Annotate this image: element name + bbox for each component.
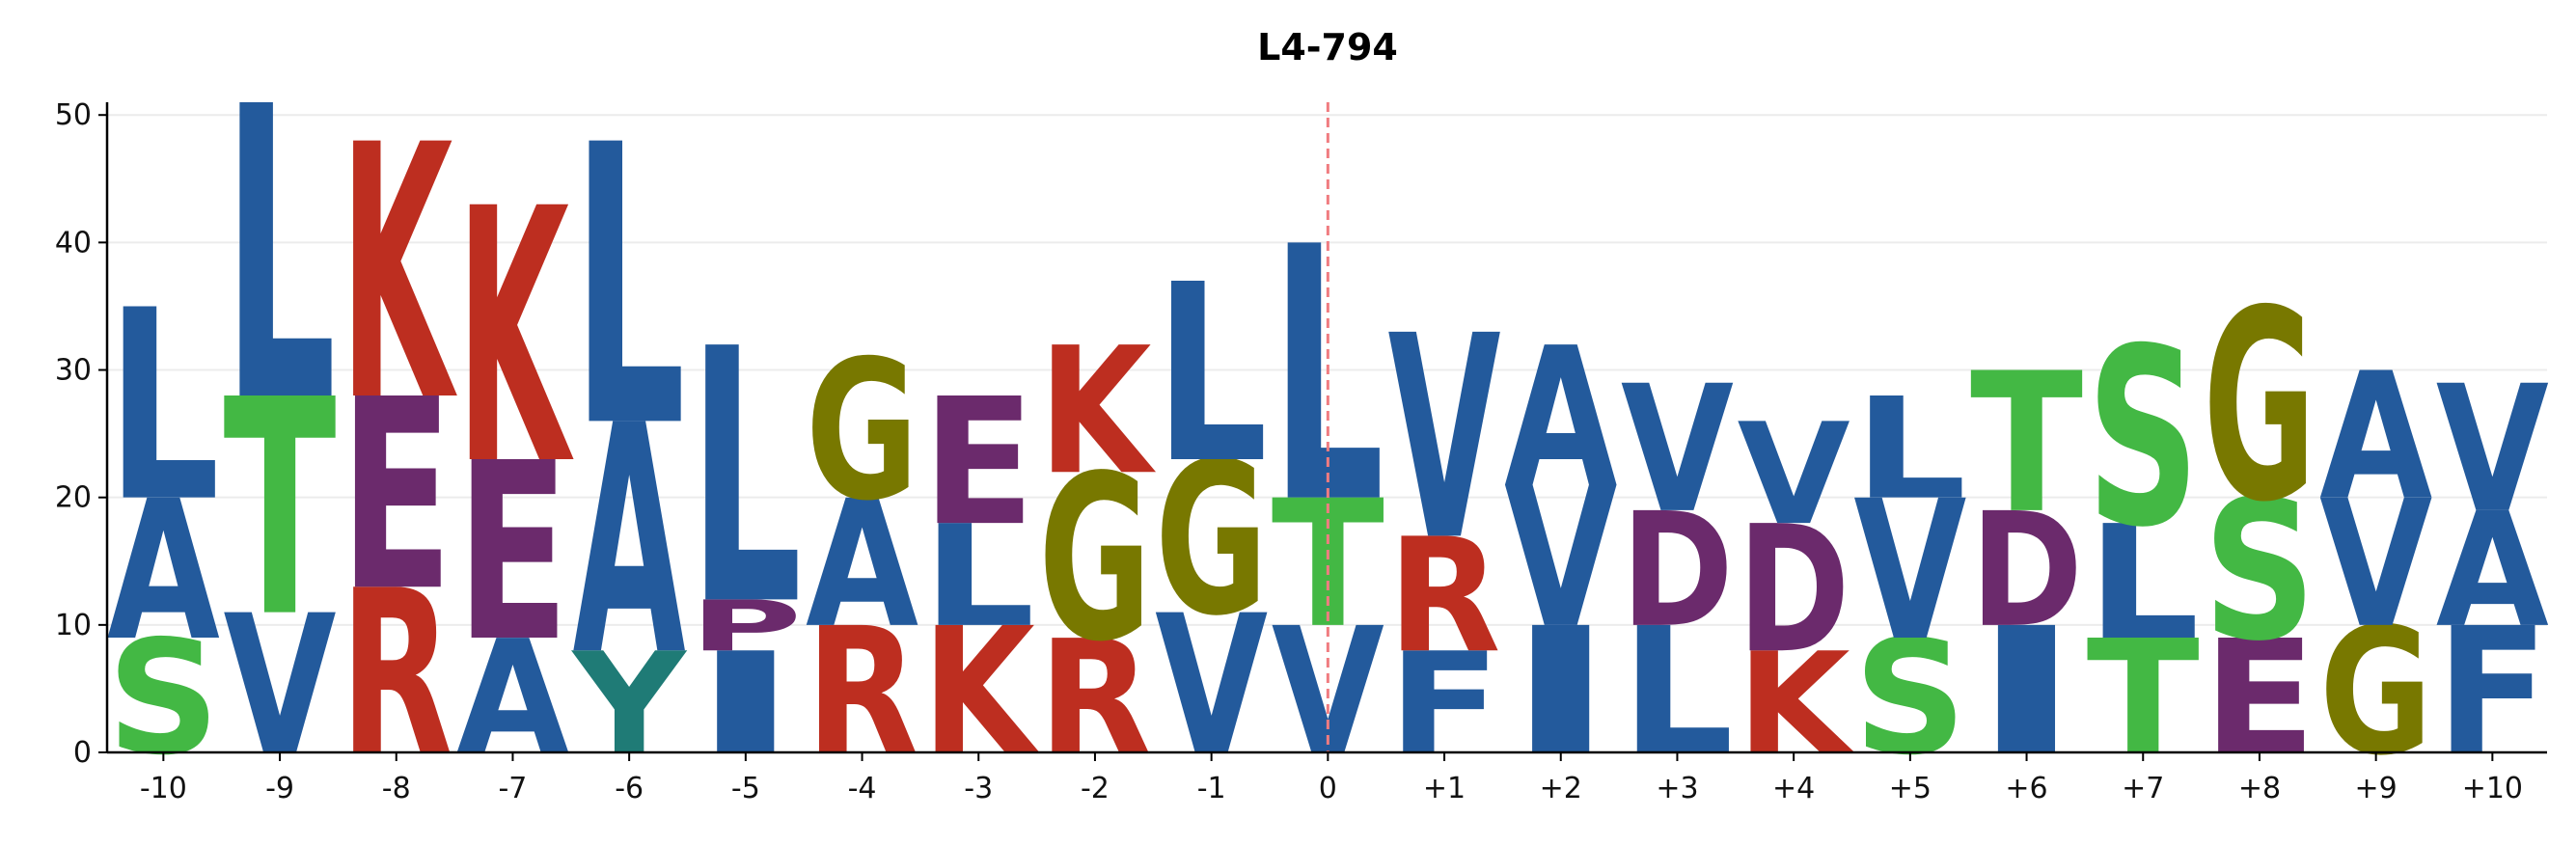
logo-letter: V: [1504, 447, 1617, 670]
x-tick-label: -7: [498, 772, 527, 805]
logo-letter: K: [1038, 311, 1156, 514]
logo-letter: D: [1970, 478, 2083, 662]
logo-letter: G: [1155, 419, 1268, 663]
logo-letter: R: [1388, 505, 1501, 688]
logo-letter: S: [2203, 459, 2316, 683]
x-tick-label: 0: [1319, 772, 1337, 805]
logo-letter: D: [1738, 489, 1850, 693]
x-tick-label: +4: [1772, 772, 1815, 805]
logo-letter: L: [1155, 232, 1268, 518]
logo-letter: G: [2203, 255, 2316, 560]
logo-letter: V: [2319, 464, 2432, 668]
logo-letter: K: [1738, 623, 1855, 785]
logo-letter: K: [922, 591, 1040, 795]
y-tick-label: 10: [55, 609, 92, 642]
logo-letter: D: [1621, 478, 1734, 662]
y-tick-label: 0: [73, 736, 92, 770]
logo-letter: V: [1621, 349, 1734, 553]
chart-title: L4-794: [1257, 26, 1398, 68]
y-tick-label: 40: [55, 226, 92, 259]
logo-letter: S: [2087, 297, 2200, 582]
x-tick-label: -5: [731, 772, 760, 805]
x-tick-label: +8: [2238, 772, 2281, 805]
logo-letter: E: [340, 343, 452, 649]
logo-letter: V: [1853, 459, 1966, 683]
x-tick-label: -4: [848, 772, 877, 805]
logo-letter: V: [2436, 349, 2549, 553]
x-tick-label: -1: [1197, 772, 1226, 805]
logo-letter: L: [107, 255, 220, 559]
logo-letter: R: [340, 541, 452, 806]
x-tick-label: +3: [1656, 772, 1698, 805]
x-tick-label: +7: [2122, 772, 2164, 805]
logo-letter: A: [573, 358, 686, 724]
logo-letter: K: [340, 70, 458, 478]
x-tick-label: +1: [1423, 772, 1466, 805]
logo-letter: V: [1738, 393, 1850, 556]
logo-letter: K: [456, 134, 575, 542]
logo-letter: L: [2087, 492, 2200, 675]
logo-letter: A: [2319, 336, 2432, 539]
x-tick-label: +5: [1889, 772, 1932, 805]
y-tick-label: 30: [55, 354, 92, 388]
logo-letter: G: [1038, 426, 1151, 692]
logo-letter: T: [1970, 331, 2083, 556]
x-tick-label: +6: [2005, 772, 2047, 805]
logo-letter: L: [224, 22, 337, 490]
logo-letter: L: [1853, 368, 1966, 532]
x-tick-label: -8: [382, 772, 411, 805]
y-tick-label: 20: [55, 481, 92, 515]
x-tick-label: -3: [964, 772, 993, 805]
logo-letter: G: [806, 318, 918, 542]
x-tick-label: +2: [1540, 772, 1582, 805]
y-tick-label: 50: [55, 98, 92, 132]
logo-letter: A: [2436, 479, 2549, 663]
logo-letter: L: [922, 496, 1035, 659]
logo-letter: A: [806, 464, 918, 668]
logo-letter: L: [689, 275, 802, 683]
logo-letter: E: [922, 361, 1035, 565]
x-tick-label: -10: [140, 772, 187, 805]
x-tick-label: -6: [615, 772, 644, 805]
logo-letter: A: [107, 459, 220, 683]
logo-letter: P: [689, 586, 802, 668]
logo-letter: E: [456, 412, 569, 696]
x-tick-label: -2: [1081, 772, 1110, 805]
logo-letter: L: [573, 66, 686, 513]
x-tick-label: -9: [265, 772, 294, 805]
logo-letter: A: [1504, 307, 1617, 531]
logo-letter: T: [224, 336, 337, 683]
x-tick-label: +9: [2355, 772, 2398, 805]
logo-letter: V: [1388, 276, 1501, 603]
x-tick-label: +10: [2462, 772, 2523, 805]
